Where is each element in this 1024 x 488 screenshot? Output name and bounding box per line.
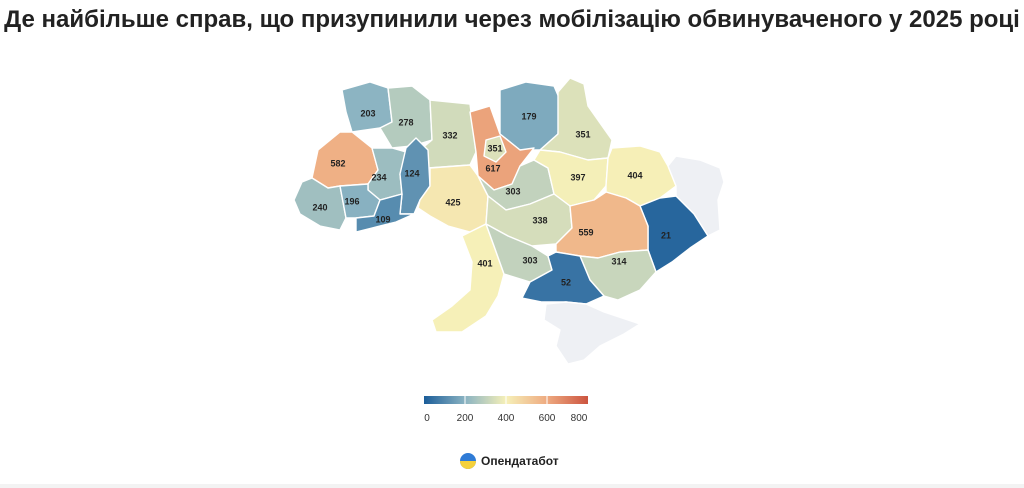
region-crimea[interactable] xyxy=(543,301,641,365)
region-kyiv-city[interactable] xyxy=(483,135,507,163)
region-volyn[interactable] xyxy=(341,81,393,133)
legend-tick-800: 800 xyxy=(571,413,588,424)
bottom-divider xyxy=(0,484,1024,488)
region-label-cherkasy: 303 xyxy=(505,186,520,196)
region-label-zaporizhzhia: 314 xyxy=(611,256,626,266)
region-label-kharkiv: 404 xyxy=(627,170,642,180)
legend-tick-200: 200 xyxy=(457,413,474,424)
chart-title: Де найбільше справ, що призупинили через… xyxy=(4,6,1020,33)
region-label-odesa: 401 xyxy=(477,258,492,268)
region-label-chernihiv: 179 xyxy=(521,111,536,121)
region-label-dnipropetrovsk: 559 xyxy=(578,227,593,237)
regions-layer xyxy=(293,77,725,365)
region-label-kyiv-oblast: 617 xyxy=(485,163,500,173)
region-chernivtsi[interactable] xyxy=(355,193,415,233)
region-label-kyiv-city: 351 xyxy=(487,143,502,153)
region-label-mykolaiv: 303 xyxy=(522,255,537,265)
region-kherson[interactable] xyxy=(521,251,605,305)
region-label-volyn: 203 xyxy=(360,108,375,118)
region-label-kirovohrad: 338 xyxy=(532,215,547,225)
region-vinnytsia[interactable] xyxy=(417,164,489,233)
legend-tick-0: 0 xyxy=(424,413,430,424)
region-label-sumy: 351 xyxy=(575,129,590,139)
region-label-zakarpattia: 240 xyxy=(312,202,327,212)
region-label-zhytomyr: 332 xyxy=(442,130,457,140)
region-label-chernivtsi: 109 xyxy=(375,214,390,224)
region-label-khmelnytskyi: 124 xyxy=(404,168,419,178)
region-label-lviv: 582 xyxy=(330,158,345,168)
opendatabot-logo-icon xyxy=(460,453,476,469)
region-kharkiv[interactable] xyxy=(605,145,677,207)
region-label-vinnytsia: 425 xyxy=(445,197,460,207)
region-label-donetsk: 21 xyxy=(661,230,671,240)
region-zakarpattia[interactable] xyxy=(293,177,347,231)
brand: Опендатабот xyxy=(459,452,559,470)
color-legend: 0 200 400 600 800 xyxy=(424,396,588,424)
brand-name: Опендатабот xyxy=(481,454,559,468)
region-khmelnytskyi[interactable] xyxy=(399,137,431,215)
region-luhansk[interactable] xyxy=(667,155,725,237)
region-label-ternopil: 234 xyxy=(371,172,386,182)
legend-tick-600: 600 xyxy=(539,413,556,424)
legend-tick-400: 400 xyxy=(498,413,515,424)
region-label-rivne: 278 xyxy=(398,117,413,127)
region-label-kherson: 52 xyxy=(561,277,571,287)
region-label-ivano-frankivsk: 196 xyxy=(344,196,359,206)
region-label-poltava: 397 xyxy=(570,172,585,182)
region-labels-layer: 203 278 332 179 351 351 617 582 234 124 … xyxy=(312,108,671,287)
